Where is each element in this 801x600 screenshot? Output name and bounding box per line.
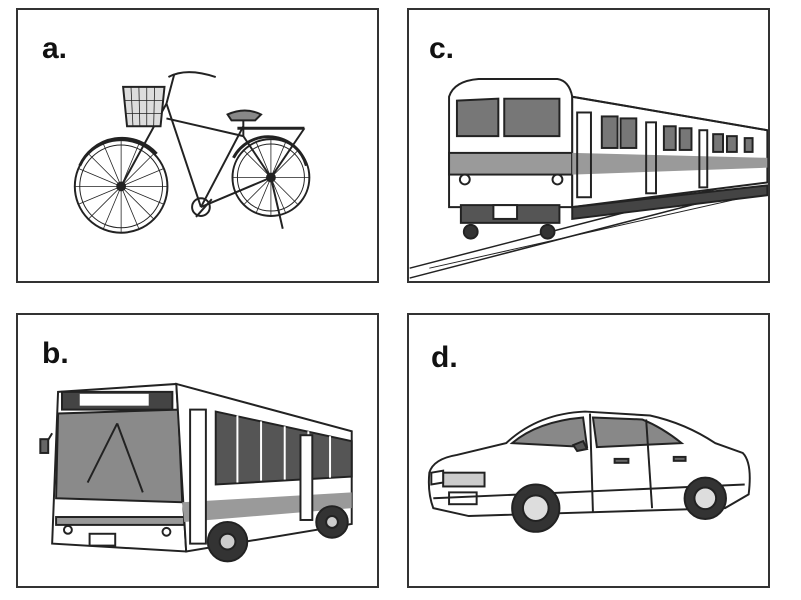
panel-label-b: b. bbox=[42, 337, 69, 370]
panel-label-c: c. bbox=[429, 32, 455, 65]
panel-label-d: d. bbox=[431, 341, 458, 374]
car-icon bbox=[427, 410, 751, 533]
panel-a: a. bbox=[16, 8, 379, 283]
train-icon bbox=[409, 77, 768, 279]
panel-label-a: a. bbox=[42, 32, 68, 65]
panel-d: d. bbox=[407, 313, 770, 588]
bus-icon bbox=[39, 382, 353, 563]
panel-b: b. bbox=[16, 313, 379, 588]
panel-c: c. bbox=[407, 8, 770, 283]
bicycle-icon bbox=[73, 71, 311, 234]
